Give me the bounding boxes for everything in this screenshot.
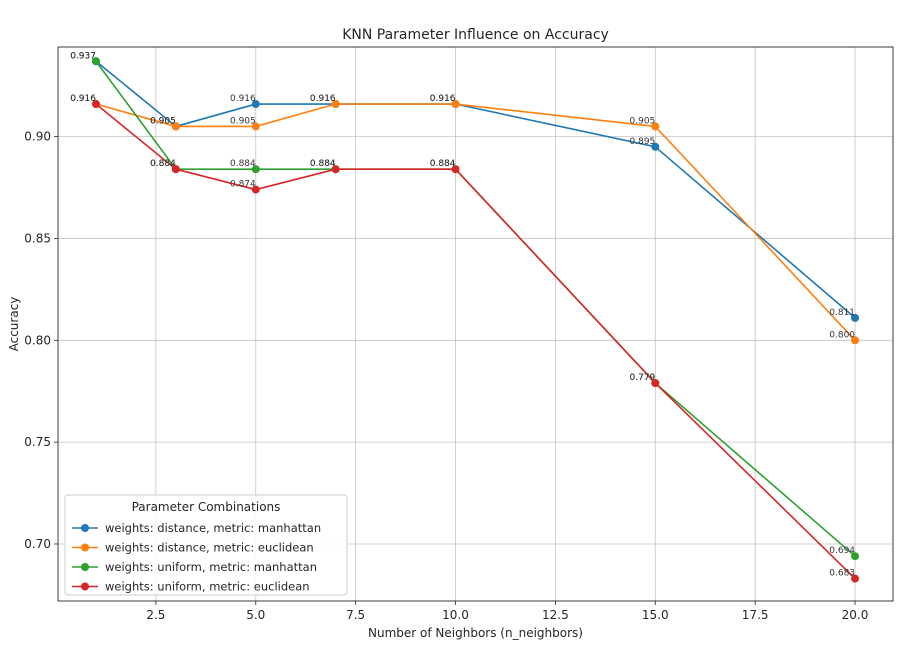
data-label: 0.916 (310, 94, 336, 104)
x-tick-label: 12.5 (542, 608, 569, 622)
y-tick-label: 0.90 (24, 130, 51, 144)
legend-label: weights: uniform, metric: manhattan (105, 560, 317, 574)
x-tick-label: 2.5 (146, 608, 165, 622)
data-label: 0.916 (230, 94, 256, 104)
data-point (251, 122, 260, 131)
data-label: 0.916 (70, 94, 96, 104)
data-label: 0.937 (70, 51, 96, 61)
legend-swatch-marker (81, 543, 89, 552)
plot-frame (57, 46, 894, 602)
data-point (331, 165, 340, 174)
legend: Parameter Combinations weights: distance… (64, 494, 348, 596)
data-label: 0.884 (150, 159, 176, 169)
data-label: 0.779 (630, 373, 656, 383)
x-tick-label: 15.0 (642, 608, 669, 622)
legend-box (64, 494, 348, 596)
data-label: 0.916 (430, 94, 456, 104)
y-tick-label: 0.80 (24, 333, 51, 347)
y-tick-label: 0.70 (24, 537, 51, 551)
data-labels: 0.937 0.905 0.916 0.916 0.916 0.895 0.811 0.916… (70, 51, 855, 578)
data-label: 0.811 (829, 308, 855, 318)
data-label: 0.905 (150, 116, 176, 126)
data-label: 0.884 (310, 159, 336, 169)
legend-item: weights: uniform, metric: manhattan (72, 560, 317, 574)
data-point (91, 100, 100, 109)
x-tick-label: 10.0 (442, 608, 469, 622)
data-label: 0.694 (829, 546, 855, 556)
data-point (451, 100, 460, 109)
legend-swatch-marker (81, 563, 89, 571)
y-tick-label: 0.75 (24, 435, 51, 449)
data-label: 0.884 (430, 159, 456, 169)
data-point (171, 165, 180, 174)
data-label: 0.800 (829, 330, 855, 340)
data-label: 0.916 (310, 94, 336, 104)
data-label: 0.916 (70, 94, 96, 104)
data-point (851, 552, 860, 561)
data-point (851, 336, 860, 345)
legend-title: Parameter Combinations (132, 500, 281, 514)
data-label: 0.884 (150, 159, 176, 169)
x-tick-label: 7.5 (346, 608, 365, 622)
data-label: 0.905 (630, 116, 656, 126)
data-label: 0.884 (230, 159, 256, 169)
legend-item: weights: uniform, metric: euclidean (72, 580, 310, 594)
data-point (251, 185, 260, 194)
legend-swatch-marker (81, 582, 89, 591)
legend-items: weights: distance, metric: manhattan weig… (72, 521, 321, 594)
y-axis-label: Accuracy (7, 297, 21, 352)
x-tick-label: 20.0 (842, 608, 869, 622)
data-label: 0.916 (430, 94, 456, 104)
data-point (651, 142, 660, 151)
legend-item: weights: distance, metric: manhattan (72, 521, 321, 535)
data-label: 0.937 (70, 51, 96, 61)
legend-item: weights: distance, metric: euclidean (72, 541, 314, 555)
data-point (451, 165, 460, 174)
data-label: 0.884 (430, 159, 456, 169)
chart-title: KNN Parameter Influence on Accuracy (342, 27, 609, 43)
x-axis-label: Number of Neighbors (n_neighbors) (368, 626, 583, 640)
series-layer (91, 57, 860, 583)
legend-label: weights: uniform, metric: euclidean (105, 580, 310, 594)
data-label: 0.884 (310, 159, 336, 169)
data-point (251, 100, 260, 109)
data-label: 0.905 (150, 116, 176, 126)
data-point (851, 574, 860, 583)
legend-label: weights: distance, metric: euclidean (105, 541, 314, 555)
legend-swatch-marker (81, 524, 89, 532)
axis-ticks: 2.5 5.0 7.5 10.0 12.5 15.0 17.5 20.0 0.70 0.75 0.8… (24, 130, 868, 622)
y-tick-label: 0.85 (24, 231, 51, 245)
series-4 (91, 100, 860, 583)
data-point (851, 313, 860, 322)
data-label: 0.905 (230, 116, 256, 126)
data-label: 0.874 (230, 180, 256, 190)
data-point (651, 379, 660, 388)
data-label: 0.779 (630, 373, 656, 383)
data-point (171, 122, 180, 131)
data-point (251, 165, 260, 174)
data-point (91, 57, 100, 66)
x-tick-label: 17.5 (742, 608, 769, 622)
x-tick-label: 5.0 (246, 608, 265, 622)
data-point (331, 100, 340, 109)
data-label: 0.683 (829, 569, 855, 579)
data-label: 0.895 (630, 137, 656, 147)
legend-label: weights: distance, metric: manhattan (105, 521, 321, 535)
data-point (651, 122, 660, 131)
